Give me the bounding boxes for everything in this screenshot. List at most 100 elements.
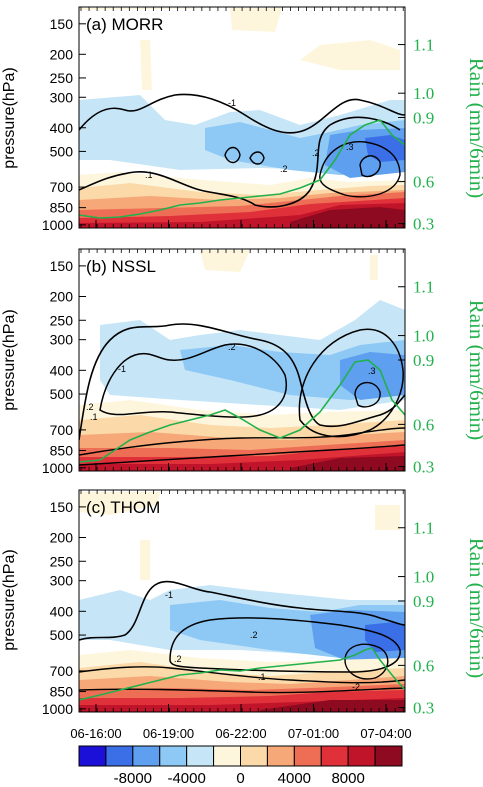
y-tick-label: 150 [50,258,74,274]
y-tick-label: 1000 [42,460,73,476]
y2-tick-label: 1.0 [413,568,434,587]
colorbar-swatch [78,745,107,767]
y-tick-label: 250 [50,312,74,328]
y-tick-label: 300 [50,89,74,105]
panel-b: -1 .1 .2 .2 .3 (b) NSSL 150 200 250 300 400 5… [1,248,483,477]
panel-b-contour-label: .3 [368,366,376,376]
panel-a-contour-label: .2 [312,148,320,158]
y-tick-label: 500 [50,627,74,643]
x-axis-tick-labels: 06-16:00 06-19:00 06-22:00 07-01:00 07-04:00 [70,726,411,741]
y2-axis-ticks: 0.3 0.6 0.9 1.0 1.1 [398,519,434,718]
y2-tick-label: 0.9 [413,592,434,611]
y-tick-label: 850 [50,200,74,216]
panel-c-y-axis-label: pressure(hPa) [1,549,18,650]
y-tick-label: 850 [50,443,74,459]
y-tick-label: 500 [50,143,74,159]
panel-c-filled-contours [79,492,405,712]
panel-c: -1 .1 .2 .2 -2 (c) THOM 150 200 250 300 400 5… [1,489,483,718]
panel-a-contour-label: .2 [280,164,288,174]
y2-tick-label: 0.3 [413,215,434,234]
panel-b-y-axis-label: pressure(hPa) [1,309,18,410]
colorbar-swatch [132,745,161,767]
colorbar-label: 0 [236,770,244,787]
panel-b-rain-line [79,359,405,463]
y2-tick-label: 0.9 [413,351,434,370]
y2-tick-label: 0.3 [413,699,434,718]
x-tick-label: 06-19:00 [143,726,194,741]
y-tick-label: 250 [50,70,74,86]
panel-c-contour-label: .2 [174,654,182,664]
colorbar-swatch [240,745,268,767]
panel-b-contour-label: .1 [90,412,98,422]
x-tick-label: 07-04:00 [360,726,411,741]
panel-a-y-axis-label: pressure(hPa) [1,67,18,168]
colorbar-label: 4000 [278,770,311,787]
y-tick-label: 700 [50,663,74,679]
panel-c-rain-line [79,647,405,701]
panel-a-contour-label: .3 [346,142,354,152]
y-tick-label: 200 [50,289,74,305]
y2-tick-label: 0.6 [413,656,434,675]
y2-tick-label: 1.1 [413,278,434,297]
y2-tick-label: 0.6 [413,173,434,192]
y-tick-label: 200 [50,530,74,546]
panel-b-y2-axis-label: Rain (mm/6min) [465,300,483,441]
y-tick-label: 400 [50,120,74,136]
panel-c-contour-label: -1 [165,590,173,600]
y2-tick-label: 1.0 [413,327,434,346]
colorbar-swatch [186,745,215,767]
panel-b-contour-label: .2 [86,402,94,412]
colorbar-swatch [374,745,403,767]
x-tick-label: 07-01:00 [288,726,339,741]
y-tick-label: 700 [50,179,74,195]
y-tick-label: 150 [50,499,74,515]
x-tick-label: 06-16:00 [70,726,121,741]
y2-tick-label: 0.9 [413,109,434,128]
panel-a-contour-label: .1 [145,170,153,180]
panel-b-contour-label: -1 [118,364,126,374]
colorbar-swatch [293,745,322,767]
y-tick-label: 150 [50,16,74,32]
panel-b-title: (b) NSSL [86,257,156,276]
colorbar-label: -8000 [114,770,152,787]
x-axis-ticks [80,7,404,228]
y2-tick-label: 1.1 [413,519,434,538]
panel-a-contour-label: -1 [228,98,236,108]
colorbar-swatch [266,745,295,767]
panel-a-rain-line [79,119,405,219]
x-tick-label: 06-22:00 [215,726,266,741]
panel-a: -1 .1 .2 .2 .3 (a) MORR 150 200 250 300 400 5… [1,6,483,234]
colorbar-swatch [320,745,349,767]
colorbar: -8000 -4000 0 4000 8000 [78,745,403,787]
y-tick-label: 500 [50,386,74,402]
y2-axis-ticks: 0.3 0.6 0.9 1.0 1.1 [398,36,434,234]
panel-c-contour-labels: -1 .1 .2 .2 -2 [165,590,360,692]
y-tick-label: 1000 [42,217,73,233]
y-tick-label: 850 [50,684,74,700]
y-tick-label: 300 [50,573,74,589]
y2-tick-label: 1.0 [413,84,434,103]
colorbar-swatch [159,745,188,767]
panel-a-title: (a) MORR [86,15,163,34]
colorbar-swatch [105,745,134,767]
y2-tick-label: 1.1 [413,36,434,55]
y-tick-label: 400 [50,362,74,378]
panel-b-contour-labels: -1 .1 .2 .2 .3 [86,342,376,422]
panel-b-contour-label: .2 [228,342,236,352]
panel-a-contour-labels: -1 .1 .2 .2 .3 [145,98,354,180]
colorbar-swatch [213,745,241,767]
y-tick-label: 1000 [42,701,73,717]
y2-axis-ticks: 0.3 0.6 0.9 1.0 1.1 [398,278,434,477]
panel-c-contour-label: .1 [258,672,266,682]
y-tick-label: 300 [50,332,74,348]
y2-tick-label: 0.6 [413,415,434,434]
y-tick-label: 700 [50,422,74,438]
panel-b-filled-contours [79,250,405,471]
panel-c-contour-label: -2 [352,682,360,692]
y2-tick-label: 0.3 [413,458,434,477]
x-axis-ticks [80,249,404,471]
colorbar-label: 8000 [331,770,364,787]
